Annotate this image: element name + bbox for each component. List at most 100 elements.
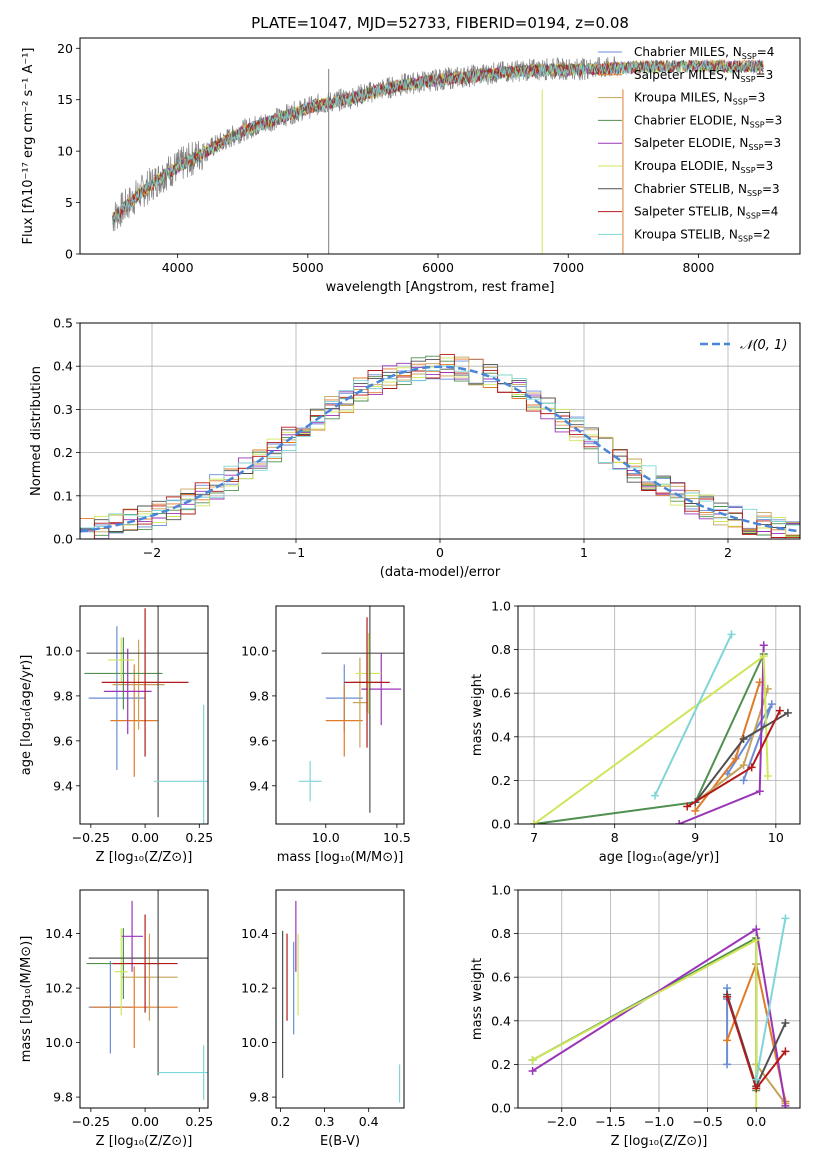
y-tick-label: 0.5 bbox=[53, 316, 73, 331]
y-axis-label: Normed distribution bbox=[29, 366, 44, 496]
y-tick-label: 0.8 bbox=[491, 926, 511, 941]
x-tick-label: 0.2 bbox=[270, 1114, 290, 1129]
weight-marker bbox=[752, 925, 761, 934]
plot-area bbox=[528, 914, 790, 1108]
axes-frame bbox=[79, 889, 209, 1109]
x-tick-label: −0.25 bbox=[72, 1114, 110, 1129]
y-tick-label: 10.0 bbox=[45, 1035, 73, 1050]
chart-spectrum: 4000 5000 6000 7000 8000 0 5 10 15 20 wavelength [… bbox=[21, 37, 801, 295]
x-tick-label: 0.00 bbox=[131, 1114, 159, 1129]
y-tick-label: 20 bbox=[57, 41, 73, 56]
legend-label: 𝒩(0, 1) bbox=[740, 338, 787, 353]
x-tick-label: 9 bbox=[691, 830, 699, 845]
x-axis-label: age [log₁₀(age/yr)] bbox=[599, 850, 720, 865]
weight-marker bbox=[781, 1018, 790, 1027]
y-tick-label: 0.0 bbox=[491, 817, 511, 832]
legend-label: Chabrier ELODIE, NSSP=3 bbox=[634, 113, 782, 129]
chart-residuals: −2 −1 0 1 2 0.0 0.1 0.2 0.3 0.4 0.5 (data-model)/er… bbox=[29, 316, 801, 580]
x-tick-label: 5000 bbox=[292, 260, 324, 275]
x-tick-label: 8 bbox=[611, 830, 619, 845]
y-axis-label: Flux [fλ10⁻¹⁷ erg cm⁻² s⁻¹ A⁻¹] bbox=[21, 48, 36, 245]
x-tick-label: 4000 bbox=[162, 260, 194, 275]
y-tick-label: 10.4 bbox=[241, 926, 269, 941]
y-tick-label: 1.0 bbox=[491, 883, 511, 898]
x-tick-label: −1.5 bbox=[595, 1114, 625, 1129]
weight-marker bbox=[763, 772, 772, 781]
plot-area bbox=[84, 606, 208, 824]
y-axis-label: mass weight bbox=[470, 674, 485, 756]
y-tick-label: 0.1 bbox=[53, 488, 73, 503]
x-axis-label: Z [log₁₀(Z/Z⊙)] bbox=[96, 850, 193, 865]
weight-line bbox=[694, 711, 789, 803]
plot-area bbox=[530, 630, 792, 824]
weight-marker bbox=[752, 936, 761, 945]
y-tick-label: 0 bbox=[65, 247, 73, 262]
y-tick-label: 9.6 bbox=[53, 733, 73, 748]
y-tick-label: 9.8 bbox=[53, 1090, 73, 1105]
chart-Z-mass: −0.25 0.00 0.25 9.8 10.0 10.2 10.4 Z [log₁₀(Z/Z… bbox=[19, 889, 213, 1149]
chart-Z-age: −0.25 0.00 0.25 9.4 9.6 9.8 10.0 Z [log₁₀(Z/Z⊙)… bbox=[19, 605, 213, 865]
weight-line bbox=[533, 654, 769, 824]
weight-marker bbox=[747, 763, 756, 772]
weight-marker bbox=[723, 1036, 732, 1045]
y-tick-label: 10.0 bbox=[241, 643, 269, 658]
x-tick-label: 10.0 bbox=[312, 830, 340, 845]
axes-frame bbox=[79, 322, 801, 540]
y-tick-label: 10.0 bbox=[45, 643, 73, 658]
legend-label: Salpeter MILES, NSSP=3 bbox=[634, 68, 773, 84]
axes-frame bbox=[275, 605, 405, 825]
axes-frame bbox=[517, 889, 801, 1109]
y-axis-label: mass [log₁₀(M/M⊙)] bbox=[19, 936, 34, 1063]
y-tick-label: 0.0 bbox=[53, 532, 73, 547]
y-tick-label: 10.4 bbox=[45, 926, 73, 941]
y-axis-label: age [log₁₀(age/yr)] bbox=[19, 655, 34, 776]
x-tick-label: 0.25 bbox=[185, 1114, 213, 1129]
histogram-series bbox=[80, 359, 800, 534]
y-tick-label: 9.8 bbox=[53, 688, 73, 703]
y-tick-label: 10 bbox=[57, 144, 73, 159]
weight-marker bbox=[675, 820, 684, 824]
weight-marker bbox=[650, 791, 659, 800]
x-axis-label: Z [log₁₀(Z/Z⊙)] bbox=[96, 1134, 193, 1149]
y-tick-label: 5 bbox=[65, 195, 73, 210]
x-tick-label: −0.5 bbox=[692, 1114, 722, 1129]
x-tick-label: 7000 bbox=[552, 260, 584, 275]
y-tick-label: 10.2 bbox=[241, 981, 269, 996]
y-tick-label: 9.4 bbox=[53, 778, 73, 793]
chart-Z-weight: −2.0 −1.5 −1.0 −0.5 0.0 0.0 0.2 0.4 0.6 0.8 1.0 Z [… bbox=[470, 883, 801, 1149]
plot-area bbox=[80, 354, 800, 539]
y-tick-label: 0.6 bbox=[491, 686, 511, 701]
x-axis-label: mass [log₁₀(M/M⊙)] bbox=[277, 850, 404, 865]
x-tick-label: −2 bbox=[143, 545, 161, 560]
y-tick-label: 0.4 bbox=[491, 1013, 511, 1028]
data-spectrum bbox=[112, 56, 621, 232]
y-axis-label: mass weight bbox=[470, 958, 485, 1040]
x-axis-label: E(B-V) bbox=[320, 1134, 360, 1149]
legend-label: Salpeter STELIB, NSSP=4 bbox=[634, 205, 778, 221]
weight-marker bbox=[731, 754, 740, 763]
x-tick-label: −1.0 bbox=[644, 1114, 674, 1129]
y-tick-label: 0.0 bbox=[491, 1101, 511, 1116]
weight-marker bbox=[775, 706, 784, 715]
weight-marker bbox=[691, 806, 700, 815]
chart-mass-age: 10.0 10.5 9.4 9.6 9.8 10.0 mass [log₁₀(M/M⊙)] bbox=[241, 605, 411, 865]
x-tick-label: −1 bbox=[287, 545, 305, 560]
x-axis-label: (data-model)/error bbox=[380, 565, 501, 580]
x-tick-label: 0.00 bbox=[131, 830, 159, 845]
x-tick-label: 2 bbox=[724, 545, 732, 560]
weight-marker bbox=[727, 630, 736, 639]
y-tick-label: 9.8 bbox=[249, 1090, 269, 1105]
chart-ebv-mass: 0.2 0.3 0.4 9.8 10.0 10.2 10.4 E(B-V) bbox=[241, 889, 405, 1149]
model-spectrum bbox=[112, 59, 764, 221]
axes-frame bbox=[79, 37, 801, 255]
gaussian-curve bbox=[80, 365, 800, 533]
legend-label: Kroupa STELIB, NSSP=2 bbox=[634, 227, 771, 243]
y-tick-label: 0.2 bbox=[491, 773, 511, 788]
y-tick-label: 9.8 bbox=[249, 688, 269, 703]
weight-marker bbox=[739, 776, 748, 785]
weight-marker bbox=[723, 992, 732, 1001]
plot-area bbox=[298, 606, 404, 813]
y-tick-label: 0.4 bbox=[491, 729, 511, 744]
